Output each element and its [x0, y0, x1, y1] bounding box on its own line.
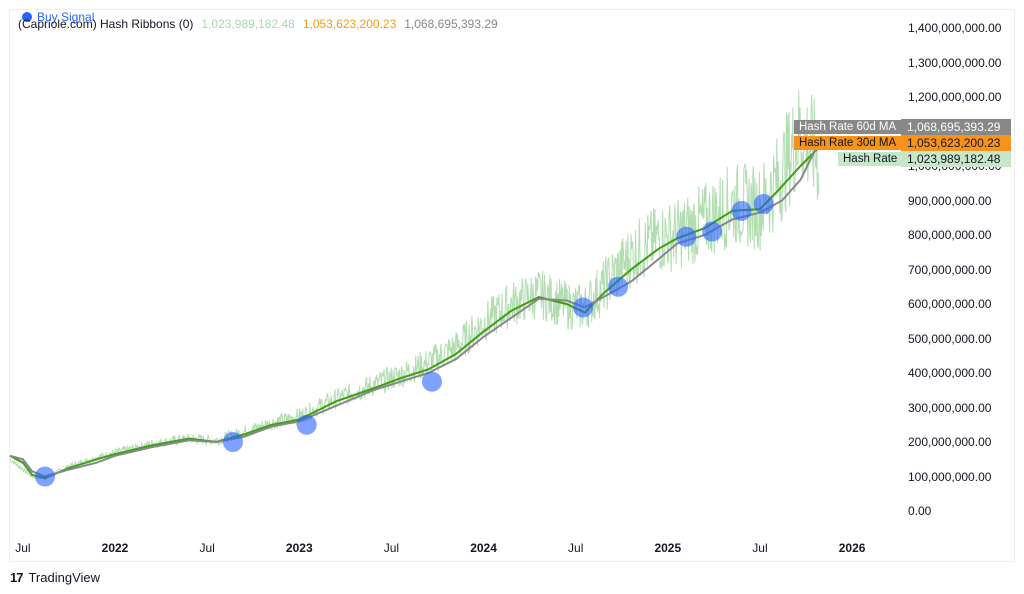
x-tick-label: 2024: [470, 541, 497, 555]
y-tick-label: 1,300,000,000.00: [908, 55, 1002, 70]
y-tick-label: 900,000,000.00: [908, 193, 992, 208]
x-tick-label: Jul: [568, 541, 584, 555]
buy-signal-marker-9: [731, 200, 752, 221]
x-tick-label: 2026: [838, 541, 866, 555]
x-tick-label: 2022: [101, 541, 129, 555]
series-legend-value-3: 1,023,989,182.48: [901, 151, 1011, 167]
y-tick-label: 300,000,000.00: [908, 400, 992, 415]
buy-signal-marker-8: [702, 221, 723, 242]
y-tick-label: 700,000,000.00: [908, 262, 992, 277]
series-legend-label-1: Hash Rate 60d MA: [794, 120, 901, 134]
ma30-line: [9, 146, 820, 480]
tradingview-logo-icon: 17: [10, 570, 24, 585]
y-tick-label: 100,000,000.00: [908, 469, 992, 484]
series-legend-label-3: Hash Rate: [838, 152, 901, 166]
hash-rate-noise-line: [9, 90, 820, 481]
ma30-value: 1,053,623,200.23: [302, 17, 397, 31]
buy-signal-marker-6: [608, 276, 629, 297]
y-tick-label: 400,000,000.00: [908, 366, 992, 380]
buy-signal-marker-3: [296, 414, 317, 435]
buy-signal-marker-5: [573, 297, 594, 318]
x-tick-label: 2023: [285, 541, 313, 555]
y-tick-label: 1,400,000,000.00: [908, 21, 1002, 35]
buy-signal-marker-10: [753, 193, 774, 214]
series-legend-label-2: Hash Rate 30d MA: [794, 136, 901, 150]
x-tick-label: Jul: [15, 541, 31, 555]
buy-signal-marker-2: [222, 432, 243, 452]
buy-signal-marker-1: [35, 466, 56, 487]
indicator-header[interactable]: (Capriole.com) Hash Ribbons (0) 1,023,98…: [18, 17, 498, 31]
y-tick-label: 0.00: [908, 504, 932, 518]
y-tick-label: 1,200,000,000.00: [908, 90, 1002, 104]
chart-area[interactable]: [9, 9, 1015, 562]
y-tick-label: 800,000,000.00: [908, 228, 992, 242]
tradingview-logo[interactable]: 17 TradingView: [10, 570, 100, 585]
series-legend-value-1: 1,068,695,393.29: [901, 119, 1011, 135]
ma30-green-line: [9, 146, 820, 480]
y-tick-label: 500,000,000.00: [908, 331, 992, 346]
logo-text: TradingView: [28, 570, 101, 585]
y-tick-label: 200,000,000.00: [908, 435, 992, 449]
x-tick-label: Jul: [752, 541, 768, 555]
buy-signal-marker-7: [676, 226, 697, 247]
x-tick-label: Jul: [383, 541, 400, 555]
buy-signal-marker-4: [421, 371, 442, 392]
ma60-value: 1,068,695,393.29: [404, 17, 498, 31]
hash-rate-value: 1,023,989,182.48: [201, 17, 295, 31]
buy-signal-legend: Buy Signal: [22, 10, 94, 24]
indicator-name[interactable]: (Capriole.com) Hash Ribbons (0): [18, 17, 194, 31]
x-tick-label: Jul: [199, 541, 215, 555]
buy-signal-dot-icon: [22, 12, 32, 22]
buy-signal-label: Buy Signal: [37, 10, 95, 24]
series-legend-value-2: 1,053,623,200.23: [901, 135, 1011, 151]
ma60-line: [9, 141, 820, 478]
x-tick-label: 2025: [654, 541, 682, 555]
y-tick-label: 600,000,000.00: [908, 297, 992, 311]
